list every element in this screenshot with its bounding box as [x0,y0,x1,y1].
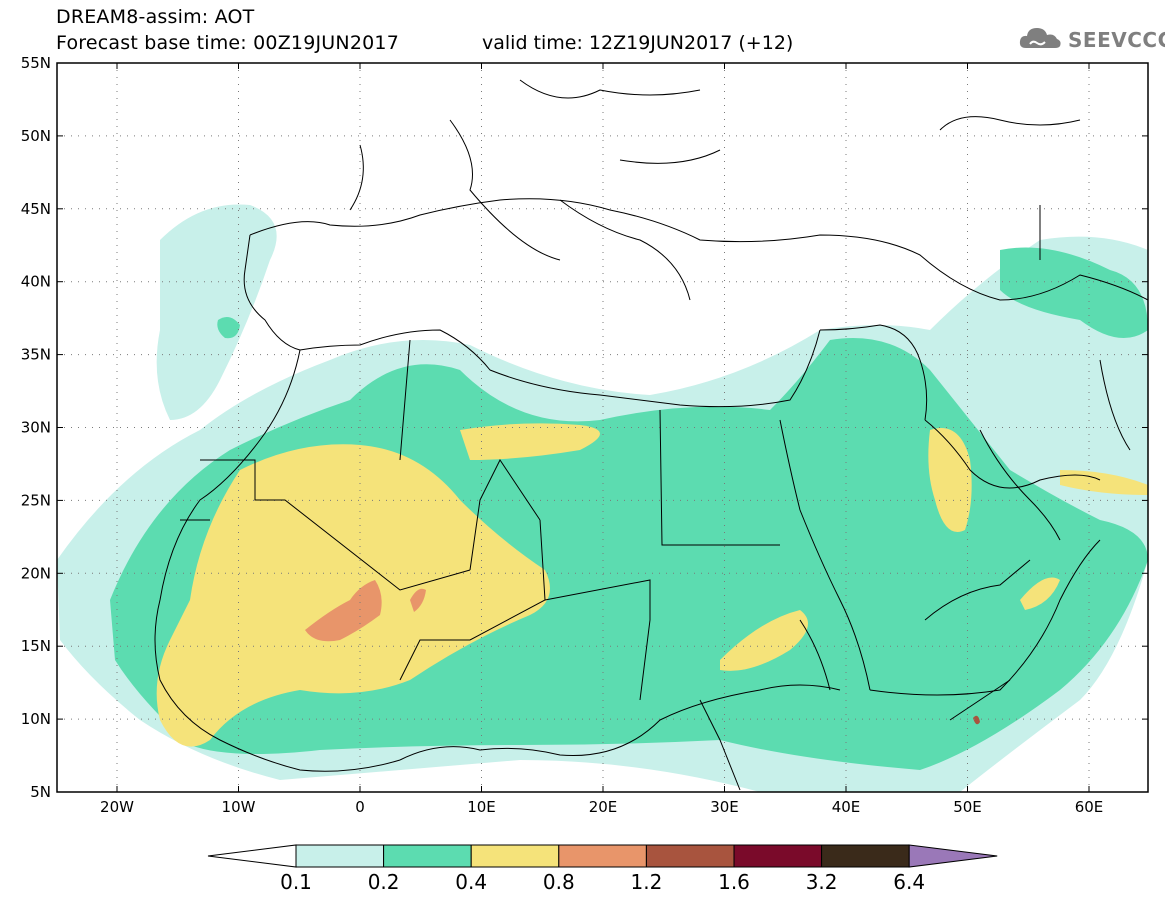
lon-label: 40E [832,798,861,816]
lon-label: 20W [100,798,134,816]
legend-label: 0.8 [543,870,575,894]
lat-label: 25N [21,491,51,509]
forecast-base-time: Forecast base time: 00Z19JUN2017 [56,32,399,54]
legend-swatch [383,844,472,868]
lat-label: 15N [21,637,51,655]
legend-swatch [558,844,647,868]
lon-label: 50E [953,798,982,816]
legend-swatch [295,844,385,868]
seevccc-logo: SEEVCCC [1018,24,1165,56]
graticule [57,63,1148,792]
color-legend: 0.1 0.2 0.4 0.8 1.2 1.6 3.2 6.4 [207,844,998,894]
logo-text: SEEVCCC [1068,28,1165,52]
legend-label: 1.2 [630,870,662,894]
lon-label: 10W [222,798,256,816]
aot-band-1.2 [973,715,980,725]
lat-label: 50N [21,127,51,145]
legend-swatch [470,844,560,868]
lat-label: 40N [21,273,51,291]
lat-label: 5N [30,783,51,801]
legend-label: 3.2 [806,870,838,894]
lat-label: 55N [21,54,51,72]
cloud-icon [1019,28,1061,48]
country-borders [154,79,1148,791]
lon-label: 0 [355,798,365,816]
lat-label: 20N [21,564,51,582]
chart-title: DREAM8-assim: AOT [56,6,255,28]
lon-label: 30E [710,798,739,816]
axis-ticks [57,62,1148,793]
lat-label: 45N [21,200,51,218]
latitude-labels: 55N 50N 45N 40N 35N 30N 25N 20N 15N 10N 5N [21,54,51,801]
legend-arrow-low [207,844,297,868]
legend-label: 1.6 [718,870,750,894]
legend-label: 0.2 [368,870,400,894]
legend-label: 6.4 [893,870,925,894]
lat-label: 35N [21,346,51,364]
legend-arrow-high [908,844,998,868]
legend-swatch [645,844,735,868]
legend-swatch [821,844,910,868]
aot-field [57,204,1148,792]
lat-label: 10N [21,710,51,728]
valid-time: valid time: 12Z19JUN2017 (+12) [482,32,794,54]
longitude-labels: 20W 10W 0 10E 20E 30E 40E 50E 60E [100,798,1103,816]
lat-label: 30N [21,419,51,437]
lon-label: 60E [1075,798,1104,816]
lon-label: 10E [467,798,496,816]
aot-band-0.8 [305,580,426,642]
legend-label: 0.4 [455,870,487,894]
lon-label: 20E [589,798,618,816]
legend-label: 0.1 [280,870,312,894]
legend-swatch [733,844,823,868]
